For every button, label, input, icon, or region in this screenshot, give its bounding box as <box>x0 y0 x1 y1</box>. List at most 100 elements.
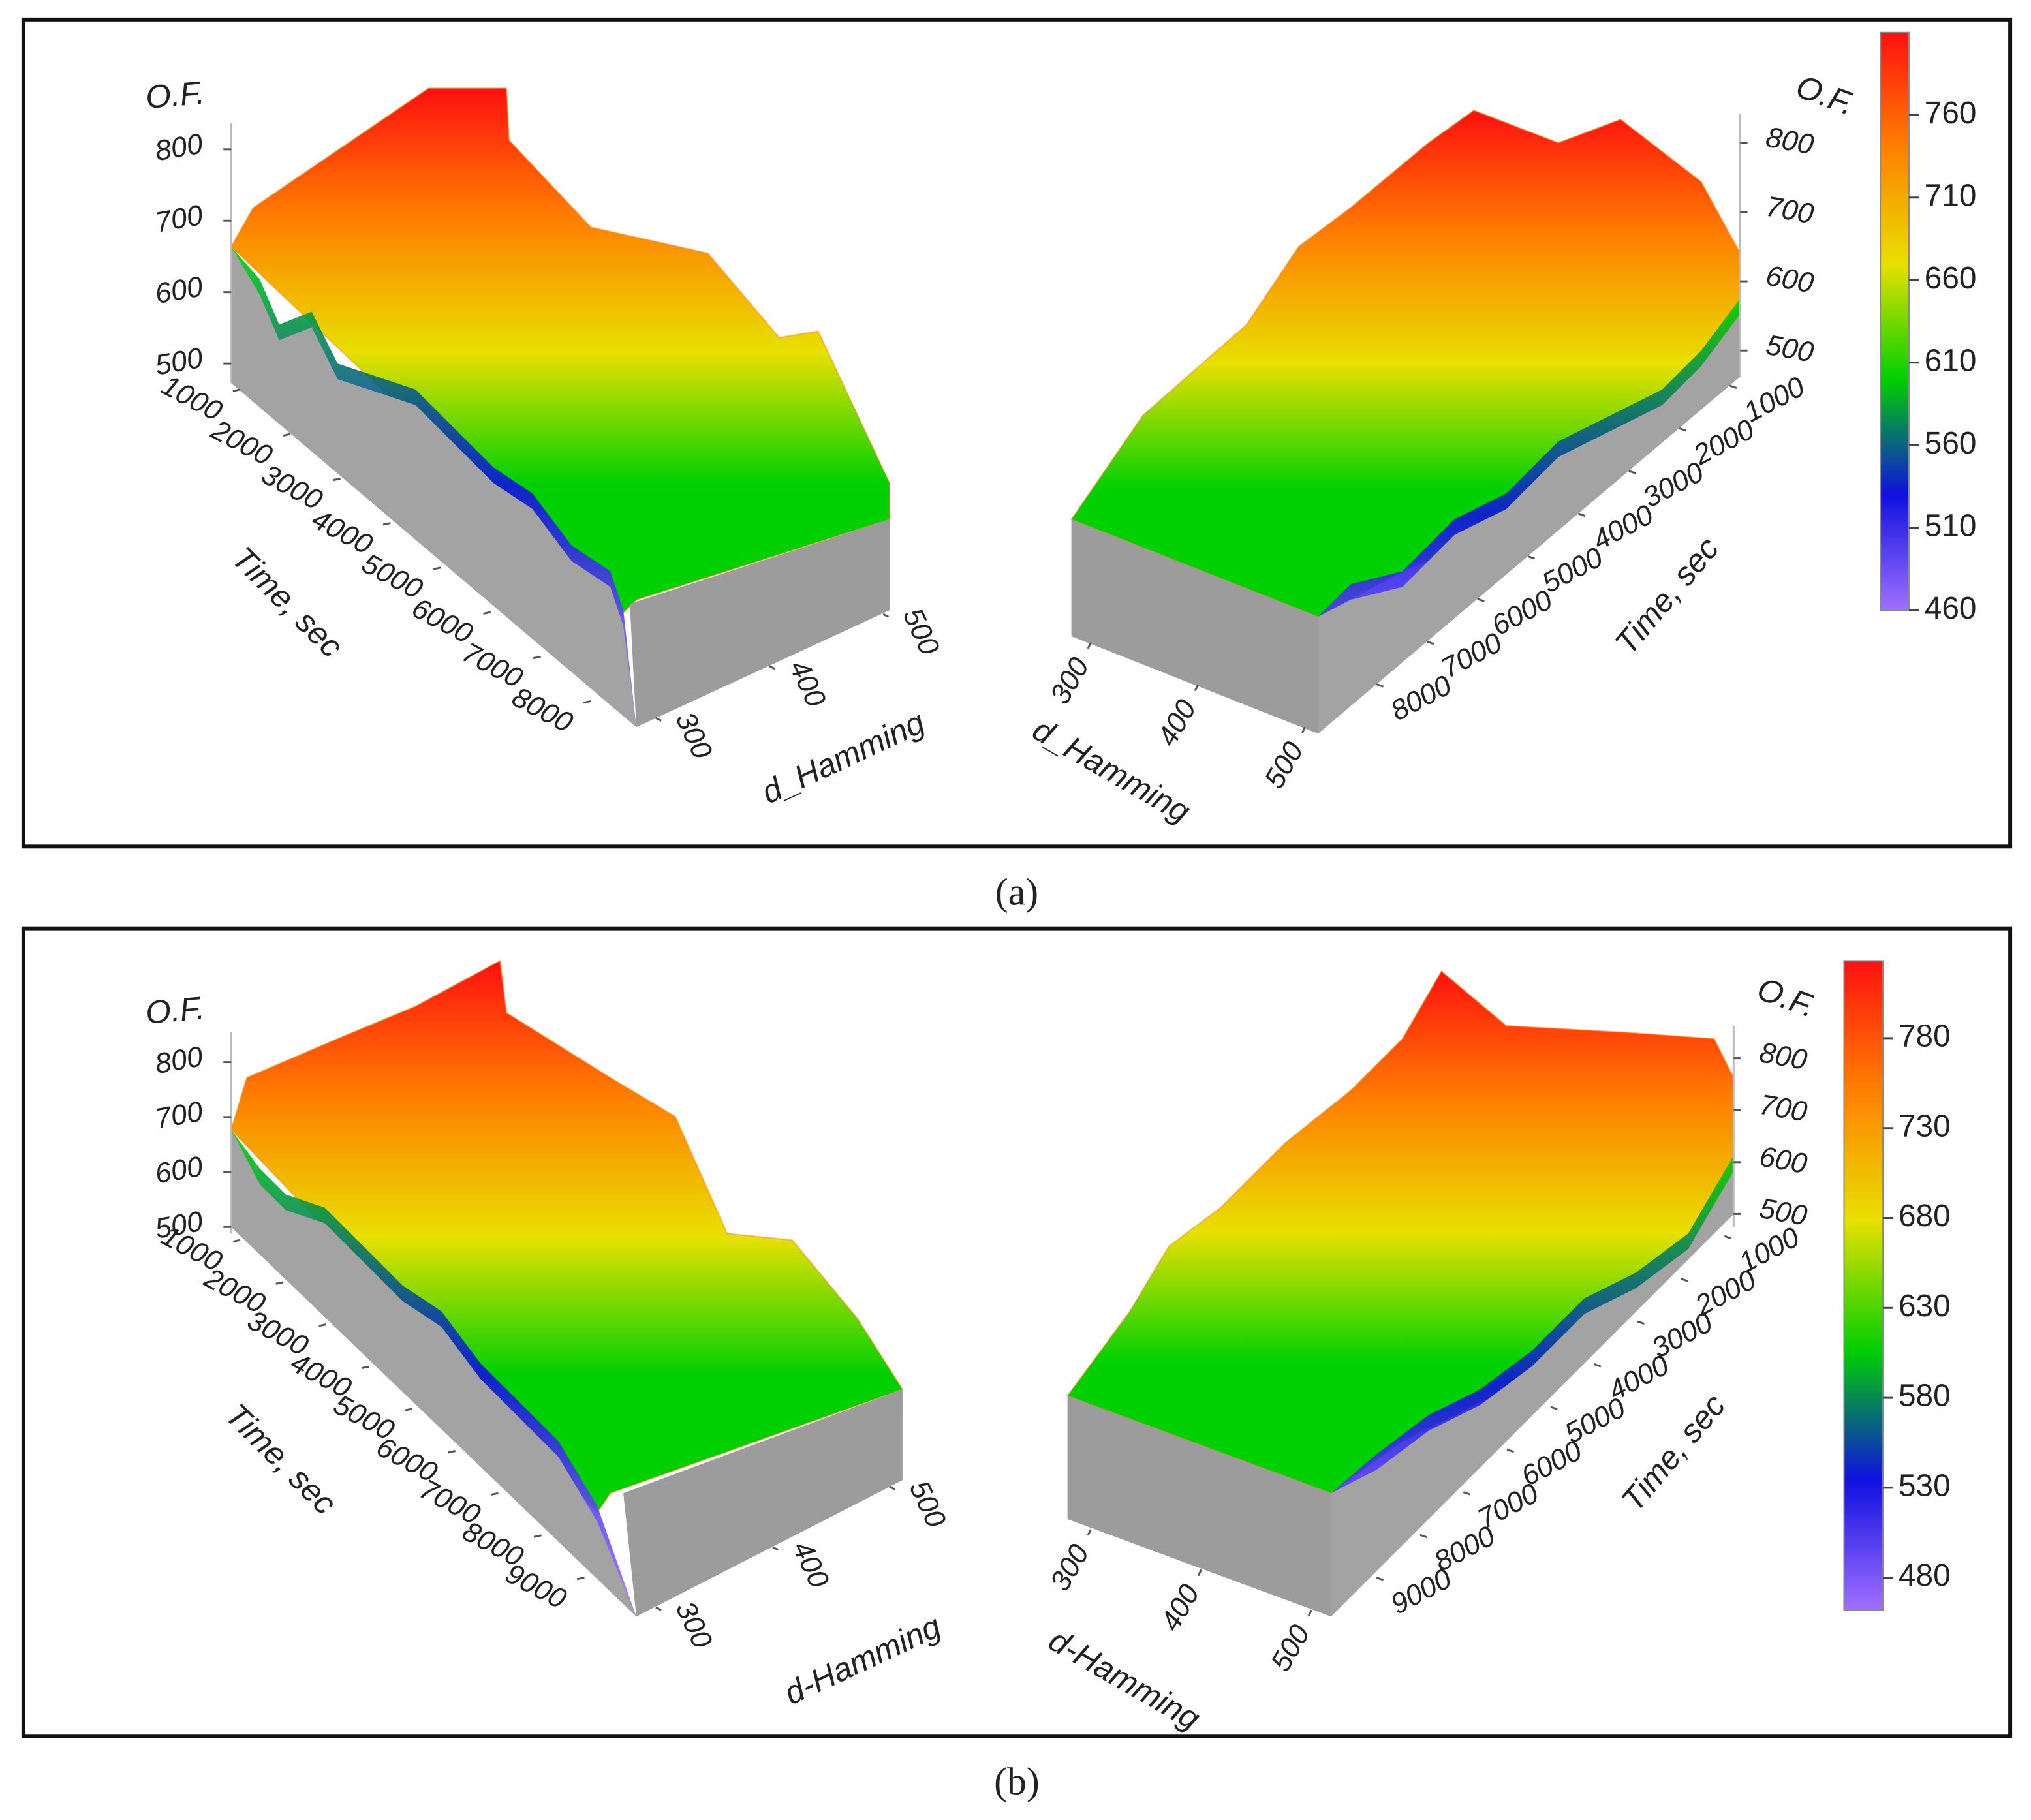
colorbar-tick-label: 730 <box>1899 1109 1951 1143</box>
x-tick-label: 500 <box>897 603 946 660</box>
panel-frame <box>21 17 2013 849</box>
tick-mark <box>332 477 341 482</box>
tick-mark <box>889 1485 896 1490</box>
y-tick-label: 4000 <box>1587 499 1658 557</box>
tick-mark <box>769 665 775 670</box>
y-tick-label: 9000 <box>1386 1562 1457 1620</box>
axis-label: O.F. <box>144 989 206 1031</box>
tick-mark <box>1527 555 1536 560</box>
surface <box>230 959 904 1514</box>
axis-label: d_Hamming <box>756 703 930 810</box>
colorbar-tick-label: 610 <box>1925 343 1977 378</box>
y-tick-label: 3000 <box>1637 455 1709 514</box>
y-tick-label: 4000 <box>307 502 378 561</box>
colorbar-tick-label: 480 <box>1899 1558 1951 1593</box>
tick-mark <box>1593 1363 1602 1368</box>
colorbar-tick-label: 710 <box>1925 178 1977 213</box>
tick-mark <box>283 433 291 437</box>
tick-mark <box>1194 684 1199 692</box>
tick-mark <box>382 522 391 526</box>
z-tick-label: 800 <box>1763 121 1816 161</box>
x-tick-label: 400 <box>786 1536 835 1593</box>
caption: (b) <box>994 1760 1040 1803</box>
colorbar-tick-label: 530 <box>1899 1468 1951 1503</box>
axis-label: Time, sec <box>1607 530 1726 661</box>
axis-label: Time, sec <box>225 540 350 665</box>
tick-mark <box>1197 1569 1202 1577</box>
box-face <box>231 1130 636 1617</box>
tick-mark <box>405 1408 413 1411</box>
axis-label: O.F. <box>1752 970 1820 1025</box>
tick-mark <box>882 613 890 618</box>
y-tick-label: 1000 <box>156 369 227 427</box>
x-tick-label: 400 <box>1155 1579 1206 1637</box>
box-face <box>1067 1395 1331 1617</box>
y-tick-label: 7000 <box>457 636 528 694</box>
x-tick-label: 300 <box>670 1596 719 1653</box>
box-face <box>630 519 890 728</box>
y-tick-label: 5000 <box>356 548 427 606</box>
tick-mark <box>1419 1534 1427 1539</box>
axis-label: d-Hamming <box>1043 1622 1207 1737</box>
colorbar-tick-label: 630 <box>1899 1289 1951 1323</box>
y-tick-label: 7000 <box>1436 626 1507 685</box>
tick-mark <box>1679 427 1686 432</box>
tick-mark <box>1087 642 1092 649</box>
colorbar-tick-label: 680 <box>1899 1199 1951 1233</box>
tick-mark <box>655 717 662 722</box>
colorbar-tick-label: 510 <box>1925 508 1977 543</box>
colorbar-tick-label: 780 <box>1899 1019 1951 1054</box>
box-face <box>1331 1171 1734 1617</box>
tick-mark <box>576 1577 585 1581</box>
z-tick-label: 600 <box>153 270 205 310</box>
z-tick-label: 700 <box>153 199 205 239</box>
axis-label: Time, sec <box>219 1396 344 1522</box>
axis-label: O.F. <box>1791 68 1859 123</box>
tick-mark <box>655 1606 662 1611</box>
tick-mark <box>772 1546 779 1551</box>
tick-mark <box>1426 640 1434 645</box>
y-tick-label: 6000 <box>407 592 478 650</box>
tick-mark <box>1463 1491 1471 1496</box>
tick-mark <box>1681 1278 1688 1282</box>
colorbar-tick-label: 580 <box>1899 1379 1951 1413</box>
tick-mark <box>1506 1448 1515 1453</box>
tick-mark <box>533 655 541 660</box>
box-face <box>231 247 636 728</box>
tick-mark <box>1729 384 1737 389</box>
tick-mark <box>1724 1235 1732 1240</box>
tick-mark <box>1376 683 1384 688</box>
x-tick-label: 300 <box>1044 1539 1096 1596</box>
y-tick-label: 1000 <box>1739 371 1810 429</box>
z-tick-label: 800 <box>153 127 205 167</box>
tick-mark <box>1301 726 1307 733</box>
x-tick-label: 500 <box>903 1475 952 1532</box>
z-tick-label: 600 <box>1757 1140 1809 1180</box>
z-tick-label: 800 <box>1757 1036 1809 1076</box>
tick-mark <box>275 1281 284 1285</box>
y-tick-label: 2000 <box>206 414 277 472</box>
colorbar-tick-label: 660 <box>1925 261 1977 296</box>
x-tick-label: 500 <box>1265 1620 1316 1677</box>
y-tick-label: 9000 <box>501 1557 572 1615</box>
axis-label: d-Hamming <box>779 1608 946 1712</box>
z-tick-label: 600 <box>1763 260 1816 300</box>
z-tick-label: 600 <box>153 1150 205 1190</box>
colorbar <box>1880 31 1910 611</box>
colorbar-tick-label: 460 <box>1925 591 1977 626</box>
x-tick-label: 400 <box>1151 694 1203 752</box>
tick-mark <box>490 1492 499 1496</box>
tick-mark <box>232 388 241 392</box>
tick-mark <box>1477 598 1485 602</box>
y-tick-label: 2000 <box>1688 413 1760 471</box>
y-tick-label: 8000 <box>507 681 578 739</box>
tick-mark <box>1087 1529 1092 1536</box>
x-tick-label: 500 <box>1258 737 1310 794</box>
x-tick-label: 300 <box>1044 652 1096 709</box>
x-tick-label: 400 <box>783 655 832 712</box>
tick-mark <box>362 1365 370 1370</box>
tick-mark <box>448 1450 456 1454</box>
z-tick-label: 700 <box>1763 191 1816 230</box>
tick-mark <box>1577 512 1586 517</box>
